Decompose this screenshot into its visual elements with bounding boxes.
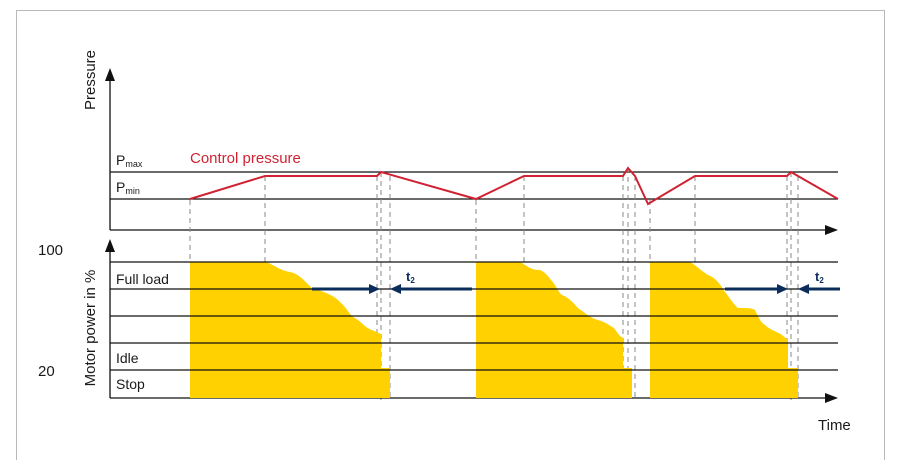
t2-arrow-left-head <box>390 284 401 294</box>
t2-arrows-cycle-3 <box>725 284 840 294</box>
motor-value-20: 20 <box>38 363 55 380</box>
pmin-label: Pmin <box>116 179 140 196</box>
pressure-x-axis-arrowhead <box>825 225 838 235</box>
time-axis-label: Time <box>818 417 851 434</box>
motor-axis-label: Motor power in % <box>82 270 99 387</box>
control-pressure-label: Control pressure <box>190 150 301 167</box>
motor-power-area-cycle-1 <box>190 262 390 398</box>
pressure-y-axis-arrowhead <box>105 68 115 81</box>
diagram-frame <box>16 10 885 460</box>
t2-arrow-right-head <box>777 284 788 294</box>
motor-y-axis-arrowhead <box>105 239 115 252</box>
pmax-label: Pmax <box>116 152 143 169</box>
level-label-full-load: Full load <box>116 271 169 287</box>
motor-value-100: 100 <box>38 242 63 259</box>
level-label-idle: Idle <box>116 350 139 366</box>
t2-label-2: t2 <box>815 269 824 285</box>
control-pressure-curve <box>189 166 839 206</box>
motor-power-area-cycle-2 <box>476 262 632 398</box>
motor-power-area-cycle-3 <box>650 262 798 398</box>
t2-arrow-left-head <box>798 284 809 294</box>
pressure-axis-label: Pressure <box>82 50 99 110</box>
t2-arrow-right-head <box>369 284 380 294</box>
motor-level-lines <box>110 261 838 371</box>
compressor-control-diagram: Pressure Pmax Pmin Control pressure Moto… <box>38 50 851 434</box>
t2-arrows-cycle-1 <box>312 284 472 294</box>
time-axis-arrowhead <box>825 393 838 403</box>
t2-label-1: t2 <box>406 269 415 285</box>
level-label-stop: Stop <box>116 376 145 392</box>
